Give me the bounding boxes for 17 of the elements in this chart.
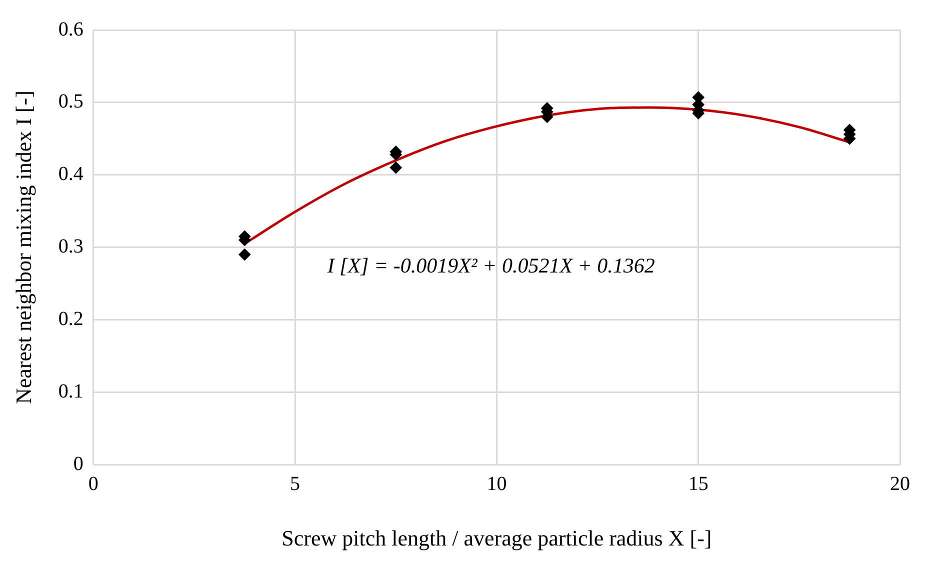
x-tick-label: 15 xyxy=(688,472,708,495)
y-tick-label: 0.5 xyxy=(58,90,84,113)
y-axis-title: Nearest neighbor mixing index I [-] xyxy=(10,90,36,404)
point xyxy=(390,162,402,174)
y-tick-label: 0.1 xyxy=(58,380,84,402)
x-axis-title: Screw pitch length / average particle radius X [-] xyxy=(282,526,712,551)
x-tick-label: 20 xyxy=(890,472,910,495)
y-tick-label: 0.2 xyxy=(58,308,84,330)
point xyxy=(238,248,251,261)
y-tick-label: 0.6 xyxy=(58,18,84,40)
y-tick-label: 0.4 xyxy=(58,163,84,186)
x-tick-label: 0 xyxy=(88,472,98,495)
x-tick-label: 10 xyxy=(486,472,507,495)
annotation: I [X] = -0.0019X² + 0.0521X + 0.1362 xyxy=(326,253,656,278)
y-tick-label: 0 xyxy=(73,452,84,475)
x-tick-label: 5 xyxy=(290,472,300,495)
y-tick-label: 0.3 xyxy=(58,236,84,258)
